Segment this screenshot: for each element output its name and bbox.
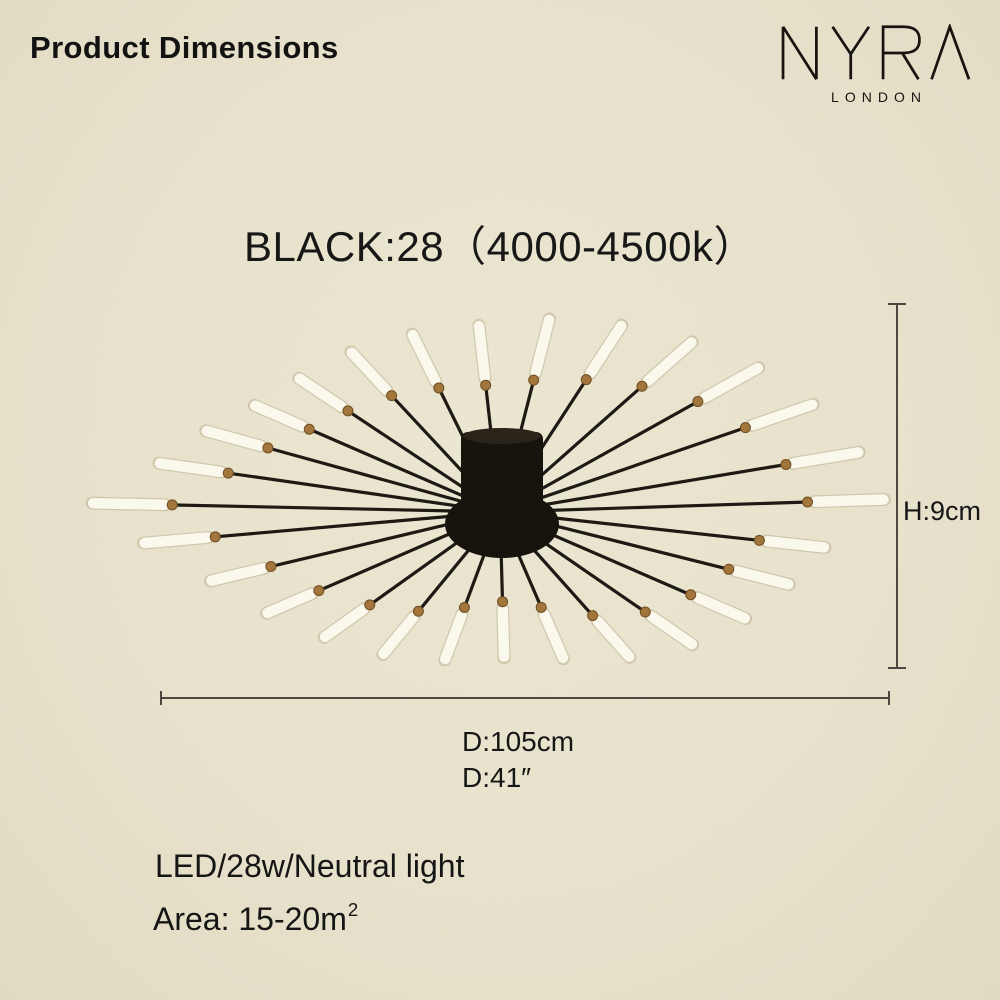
height-label: H:9cm [903, 496, 982, 526]
spec-area-superscript: 2 [347, 899, 359, 921]
spec-area-text: Area: 15-20m [153, 901, 347, 937]
height-dimension-line [888, 303, 906, 669]
diameter-cm-label: D:105cm [462, 726, 575, 757]
diameter-inch-label: D:41″ [462, 762, 532, 793]
spec-area-label: Area: 15-20m2 [153, 899, 359, 938]
nyra-wordmark-icon [781, 24, 971, 81]
page-title: Product Dimensions [30, 30, 339, 65]
diameter-dimension-line [160, 691, 890, 705]
brand-subtitle: LONDON [831, 89, 927, 105]
spec-power-label: LED/28w/Neutral light [155, 848, 465, 884]
brand-logo: LONDON [780, 24, 972, 105]
variant-label: BLACK:28（4000-4500k） [244, 223, 756, 270]
